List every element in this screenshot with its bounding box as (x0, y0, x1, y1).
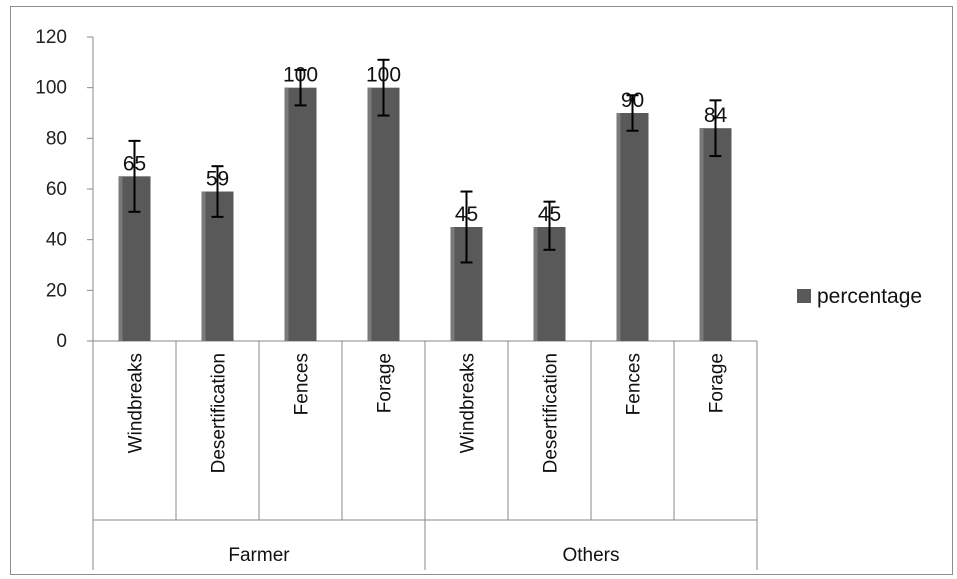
y-tick-label: 60 (46, 179, 67, 200)
data-label: 59 (206, 168, 229, 191)
y-tick-label: 0 (56, 331, 67, 352)
bar (616, 113, 649, 341)
bar-highlight (533, 227, 538, 341)
group-label: Farmer (228, 545, 290, 566)
bar (367, 87, 400, 342)
y-tick-label: 120 (35, 27, 67, 48)
bar-highlight (616, 113, 621, 341)
data-label: 84 (704, 104, 728, 127)
y-tick-label: 20 (46, 280, 67, 301)
category-label: Windbreaks (458, 353, 479, 453)
bar-highlight (284, 87, 289, 342)
category-label: Desertification (541, 353, 562, 473)
legend-label: percentage (817, 285, 922, 308)
bar-highlight (201, 191, 206, 341)
category-label: Fences (292, 353, 313, 415)
legend-swatch (797, 289, 811, 303)
category-label: Forage (375, 353, 396, 413)
group-label: Others (562, 545, 619, 566)
category-label: Forage (707, 353, 728, 413)
bar-highlight (118, 176, 123, 341)
category-label: Fences (624, 353, 645, 415)
bar-highlight (367, 87, 372, 342)
bar-highlight (699, 128, 704, 341)
data-label: 90 (621, 89, 644, 112)
category-label: Windbreaks (126, 353, 147, 453)
data-label: 45 (538, 203, 561, 226)
data-label: 65 (123, 152, 146, 175)
bar (284, 87, 317, 342)
data-label: 45 (455, 203, 478, 226)
bar (699, 128, 732, 341)
y-tick-label: 100 (35, 78, 67, 99)
bar-highlight (450, 227, 455, 341)
category-label: Desertification (209, 353, 230, 473)
data-label: 100 (366, 64, 401, 87)
data-label: 100 (283, 64, 318, 87)
y-tick-label: 80 (46, 128, 67, 149)
y-tick-label: 40 (46, 230, 67, 251)
